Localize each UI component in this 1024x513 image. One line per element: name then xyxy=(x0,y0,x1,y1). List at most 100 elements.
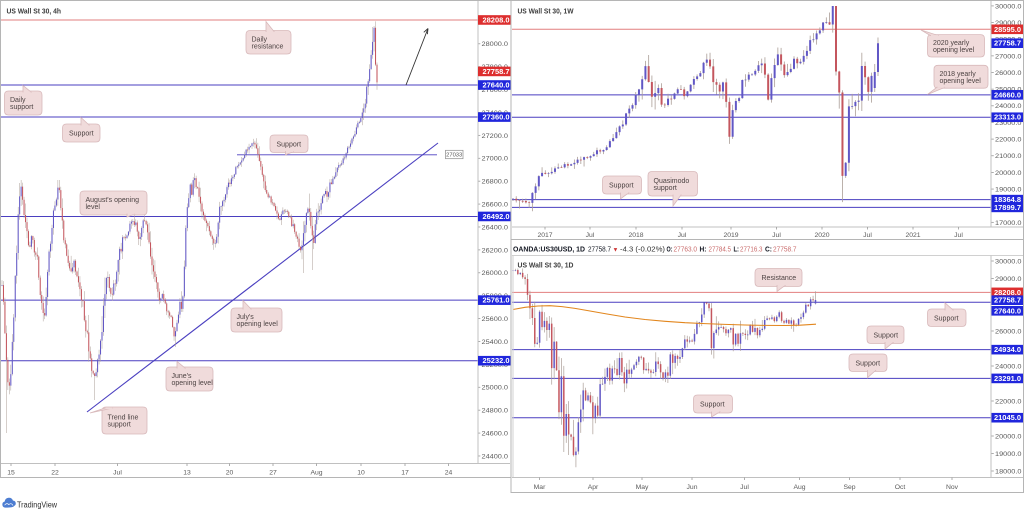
svg-text:24934.0: 24934.0 xyxy=(994,347,1021,354)
svg-text:23000.0: 23000.0 xyxy=(995,120,1022,127)
svg-text:C:: C: xyxy=(765,245,772,254)
svg-text:opening level: opening level xyxy=(940,78,982,85)
svg-text:2021: 2021 xyxy=(905,232,920,239)
svg-text:27000.0: 27000.0 xyxy=(995,53,1022,60)
svg-text:26400.0: 26400.0 xyxy=(482,224,509,231)
svg-text:10: 10 xyxy=(357,470,365,477)
svg-text:27200.0: 27200.0 xyxy=(482,133,509,140)
svg-text:22000.0: 22000.0 xyxy=(995,398,1022,405)
svg-text:28595.0: 28595.0 xyxy=(994,27,1021,34)
svg-text:25000.0: 25000.0 xyxy=(482,385,509,392)
svg-text:27640.0: 27640.0 xyxy=(483,83,510,90)
svg-text:Support: Support xyxy=(277,141,302,148)
svg-text:22: 22 xyxy=(51,470,59,477)
svg-text:26600.0: 26600.0 xyxy=(482,201,509,208)
svg-text:19000.0: 19000.0 xyxy=(995,451,1022,458)
svg-text:May: May xyxy=(636,484,649,491)
svg-text:Jul: Jul xyxy=(863,232,872,239)
svg-text:Jul: Jul xyxy=(678,232,687,239)
svg-text:26492.0: 26492.0 xyxy=(483,214,510,221)
svg-text:25400.0: 25400.0 xyxy=(482,339,509,346)
svg-text:17899.7: 17899.7 xyxy=(994,205,1021,212)
svg-text:18364.8: 18364.8 xyxy=(994,197,1021,204)
svg-text:Jul: Jul xyxy=(113,470,122,477)
svg-text:Apr: Apr xyxy=(588,484,599,491)
svg-text:26000.0: 26000.0 xyxy=(482,270,509,277)
svg-text:Sep: Sep xyxy=(843,484,855,491)
svg-text:support: support xyxy=(108,422,131,429)
svg-text:support: support xyxy=(10,104,33,111)
svg-text:27033: 27033 xyxy=(446,153,462,159)
svg-text:27600.0: 27600.0 xyxy=(482,87,509,94)
svg-text:29000.0: 29000.0 xyxy=(995,276,1022,283)
svg-text:June's: June's xyxy=(172,373,193,380)
svg-text:H:: H: xyxy=(700,245,707,254)
svg-text:2017: 2017 xyxy=(537,232,552,239)
svg-text:2020: 2020 xyxy=(814,232,829,239)
svg-text:24800.0: 24800.0 xyxy=(482,408,509,415)
svg-text:Jul: Jul xyxy=(740,484,749,491)
svg-text:opening level: opening level xyxy=(933,47,975,54)
svg-text:Resistance: Resistance xyxy=(762,275,797,282)
svg-text:27360.0: 27360.0 xyxy=(483,115,510,122)
svg-text:L:: L: xyxy=(734,245,740,254)
svg-text:26000.0: 26000.0 xyxy=(995,328,1022,335)
svg-text:18000.0: 18000.0 xyxy=(995,468,1022,475)
svg-text:Jun: Jun xyxy=(687,484,698,491)
svg-text:28208.0: 28208.0 xyxy=(994,290,1021,297)
svg-text:19000.0: 19000.0 xyxy=(995,186,1022,193)
svg-text:27640.0: 27640.0 xyxy=(994,308,1021,315)
svg-text:25761.0: 25761.0 xyxy=(483,298,510,305)
svg-text:23313.0: 23313.0 xyxy=(994,115,1021,122)
svg-text:July's: July's xyxy=(237,314,255,321)
svg-text:25600.0: 25600.0 xyxy=(482,316,509,323)
svg-text:24000.0: 24000.0 xyxy=(995,363,1022,370)
svg-text:30000.0: 30000.0 xyxy=(995,3,1022,10)
svg-text:▼: ▼ xyxy=(613,248,619,254)
svg-text:Oct: Oct xyxy=(895,484,906,491)
svg-text:resistance: resistance xyxy=(252,43,284,50)
svg-text:Daily: Daily xyxy=(10,97,26,104)
svg-text:26000.0: 26000.0 xyxy=(995,70,1022,77)
svg-text:Support: Support xyxy=(700,402,725,409)
svg-text:24: 24 xyxy=(445,470,453,477)
svg-text:27763.0: 27763.0 xyxy=(674,245,698,254)
svg-text:Nov: Nov xyxy=(946,484,959,491)
svg-text:17000.0: 17000.0 xyxy=(995,220,1022,227)
svg-text:21045.0: 21045.0 xyxy=(994,415,1021,422)
svg-text:21000.0: 21000.0 xyxy=(995,153,1022,160)
svg-text:24000.0: 24000.0 xyxy=(995,103,1022,110)
svg-text:Jul: Jul xyxy=(772,232,781,239)
svg-text:23291.0: 23291.0 xyxy=(994,376,1021,383)
svg-text:Jul: Jul xyxy=(954,232,963,239)
svg-text:US Wall St 30, 4h: US Wall St 30, 4h xyxy=(7,7,62,16)
svg-text:US Wall St 30, 1D: US Wall St 30, 1D xyxy=(518,261,574,270)
svg-text:20000.0: 20000.0 xyxy=(995,170,1022,177)
svg-text:27000.0: 27000.0 xyxy=(482,156,509,163)
svg-text:27758.7: 27758.7 xyxy=(483,69,510,76)
svg-text:22000.0: 22000.0 xyxy=(995,137,1022,144)
svg-text:25232.0: 25232.0 xyxy=(483,358,510,365)
svg-text:26200.0: 26200.0 xyxy=(482,247,509,254)
svg-text:Aug: Aug xyxy=(793,484,805,491)
svg-text:27758.7: 27758.7 xyxy=(588,245,611,254)
svg-text:opening level: opening level xyxy=(172,380,214,387)
svg-text:US Wall St 30, 1W: US Wall St 30, 1W xyxy=(518,7,575,16)
svg-text:27758.7: 27758.7 xyxy=(994,41,1021,48)
svg-text:TradingView: TradingView xyxy=(17,500,57,509)
svg-text:Support: Support xyxy=(934,315,959,322)
svg-text:24400.0: 24400.0 xyxy=(482,453,509,460)
svg-text:27784.5: 27784.5 xyxy=(709,245,732,254)
svg-text:17: 17 xyxy=(401,470,409,477)
svg-text:opening level: opening level xyxy=(237,321,279,328)
svg-text:Jul: Jul xyxy=(586,232,595,239)
svg-text:Support: Support xyxy=(609,183,634,190)
svg-text:Support: Support xyxy=(874,332,899,339)
svg-text:27716.3: 27716.3 xyxy=(740,245,763,254)
svg-text:13: 13 xyxy=(183,470,191,477)
svg-text:28000.0: 28000.0 xyxy=(482,41,509,48)
svg-text:29000.0: 29000.0 xyxy=(995,20,1022,27)
svg-text:20000.0: 20000.0 xyxy=(995,433,1022,440)
svg-text:Mar: Mar xyxy=(534,484,546,491)
svg-text:support: support xyxy=(654,185,677,192)
